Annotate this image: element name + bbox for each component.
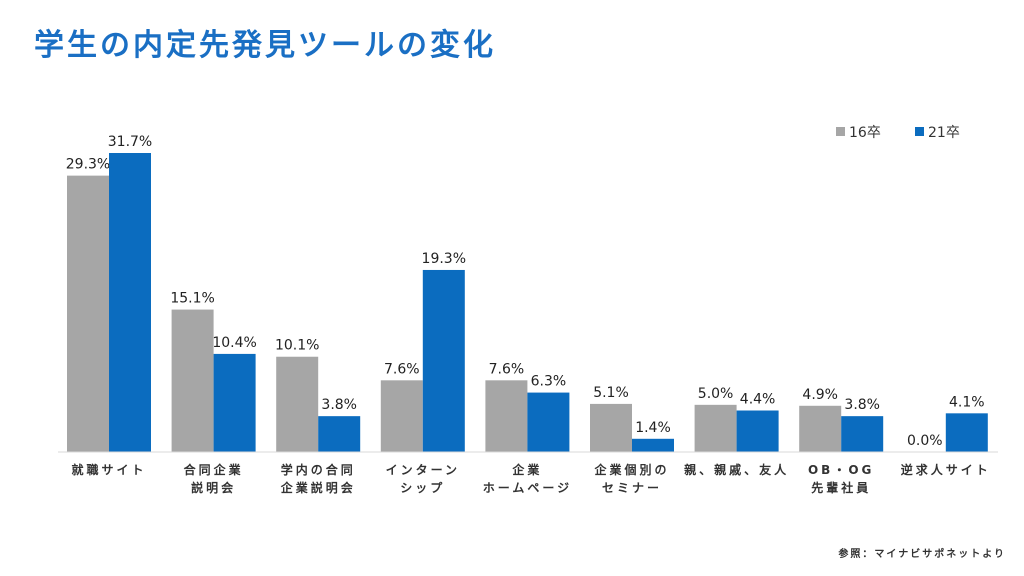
bar-16-3: [380, 380, 423, 452]
bar-16-6: [694, 404, 737, 452]
bar-21-0: [109, 153, 151, 452]
category-label: セミナー: [602, 481, 662, 495]
data-label: 4.4%: [740, 391, 776, 407]
legend-swatch: [836, 127, 845, 136]
bar-16-7: [799, 405, 842, 452]
legend: 16卒 21卒: [836, 125, 960, 141]
data-label: 6.3%: [531, 374, 567, 390]
page-title: 学生の内定先発見ツールの変化: [34, 28, 496, 63]
category-label: 逆求人サイト: [901, 462, 991, 477]
category-label: OB・OG: [808, 463, 874, 477]
bar-16-4: [485, 380, 528, 452]
data-label: 31.7%: [108, 134, 152, 150]
data-label: 10.1%: [275, 338, 319, 354]
bar-21-4: [527, 392, 570, 452]
data-label: 7.6%: [384, 361, 420, 377]
category-label: 親、親戚、友人: [684, 462, 789, 477]
bar-16-5: [590, 403, 632, 452]
category-label: 先輩社員: [811, 480, 871, 495]
data-label: 7.6%: [489, 361, 525, 377]
legend-label: 16卒: [849, 125, 881, 141]
category-label: 合同企業: [184, 462, 244, 477]
bar-21-5: [632, 438, 674, 452]
category-label: ホームページ: [483, 481, 572, 495]
source-note: 参照：マイナビサポネットより: [838, 549, 1006, 560]
category-label: シップ: [400, 480, 445, 495]
data-label: 5.0%: [698, 386, 734, 402]
data-label: 4.1%: [949, 394, 985, 410]
bar-21-2: [318, 416, 361, 452]
bar-21-6: [736, 410, 779, 452]
data-label: 1.4%: [635, 420, 671, 436]
data-label: 15.1%: [170, 291, 214, 307]
category-label: 企業: [511, 462, 542, 477]
data-label: 0.0%: [907, 433, 943, 449]
data-label: 10.4%: [212, 335, 256, 351]
bar-21-3: [422, 269, 465, 452]
data-label: 3.8%: [844, 397, 880, 413]
data-label: 29.3%: [66, 157, 110, 173]
category-label: 就職サイト: [71, 462, 146, 477]
data-label: 19.3%: [422, 251, 466, 267]
bar-21-7: [841, 416, 884, 452]
category-label: 説明会: [191, 480, 236, 495]
legend-label: 21卒: [928, 125, 960, 141]
category-label: 学内の合同: [281, 462, 356, 477]
category-label: 企業説明会: [280, 480, 356, 495]
bar-21-1: [213, 353, 256, 452]
data-label: 4.9%: [802, 387, 838, 403]
bar-21-8: [945, 413, 988, 452]
category-label: 企業個別の: [593, 462, 669, 477]
bar-16-0: [67, 175, 109, 453]
legend-swatch: [915, 127, 924, 136]
data-label: 3.8%: [321, 397, 357, 413]
category-label: インターン: [386, 463, 460, 477]
bar-16-1: [171, 309, 214, 452]
data-label: 5.1%: [593, 385, 629, 401]
bar-16-2: [276, 356, 319, 452]
